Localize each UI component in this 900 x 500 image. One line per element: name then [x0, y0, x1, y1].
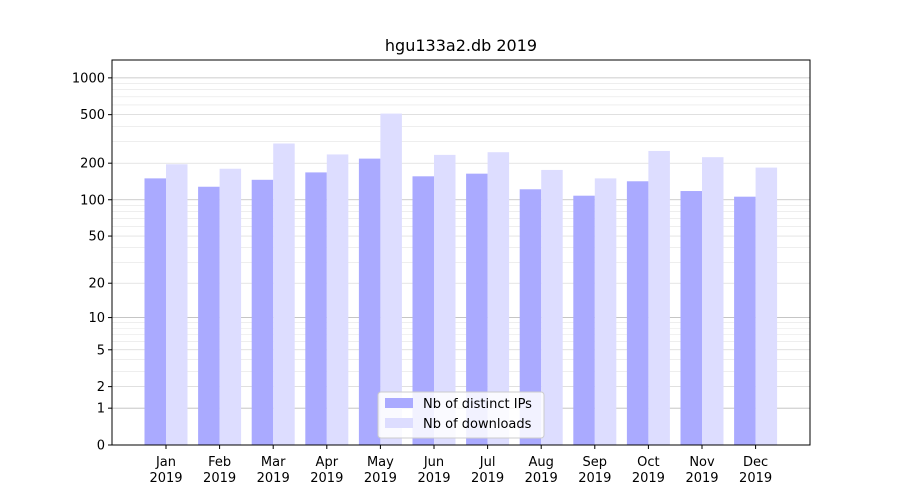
download-bar-feb [220, 169, 242, 445]
y-tick-label: 1 [97, 402, 105, 417]
x-tick-label-month: Aug [529, 455, 554, 470]
x-tick-label-month: Apr [316, 455, 339, 470]
x-tick-label-month: Mar [261, 455, 286, 470]
x-tick-label-year: 2019 [203, 471, 236, 486]
y-tick-label: 20 [88, 277, 105, 292]
y-tick-label: 100 [80, 193, 105, 208]
y-tick-label: 5 [97, 343, 105, 358]
x-tick-label-month: Feb [208, 455, 231, 470]
x-tick-label-year: 2019 [149, 471, 182, 486]
download-bar-sep [595, 178, 617, 445]
x-tick-label-month: Sep [583, 455, 608, 470]
x-tick-label-year: 2019 [739, 471, 772, 486]
y-tick-label: 200 [80, 157, 105, 172]
ip-bar-dec [734, 197, 756, 445]
x-tick-label-year: 2019 [310, 471, 343, 486]
legend-swatch [385, 398, 413, 408]
ip-bar-jan [145, 178, 167, 445]
x-tick-label-year: 2019 [471, 471, 504, 486]
x-tick-label-month: Jan [155, 455, 176, 470]
y-axis: 0 1 2 5 10 20 50 100 200 500 1000 [72, 71, 112, 453]
download-bar-nov [702, 157, 724, 445]
y-tick-label: 500 [80, 108, 105, 123]
y-tick-label: 2 [97, 380, 105, 395]
ip-bar-sep [573, 196, 595, 445]
ip-bar-apr [305, 172, 327, 445]
x-tick-label-year: 2019 [364, 471, 397, 486]
x-tick-label-month: Jun [423, 455, 444, 470]
x-tick-label-year: 2019 [632, 471, 665, 486]
legend-label: Nb of distinct IPs [423, 397, 532, 412]
x-tick-label-month: Nov [689, 455, 715, 470]
chart-title: hgu133a2.db 2019 [385, 36, 537, 55]
x-axis: Jan2019Feb2019Mar2019Apr2019May2019Jun20… [149, 445, 772, 486]
y-tick-label: 0 [97, 439, 105, 454]
legend: Nb of distinct IPs Nb of downloads [378, 392, 544, 438]
y-tick-label: 1000 [72, 71, 105, 86]
x-tick-label-month: Jul [479, 455, 496, 470]
download-bar-oct [648, 151, 670, 445]
legend-label: Nb of downloads [423, 417, 532, 432]
ip-bar-feb [198, 187, 220, 445]
ip-bar-nov [681, 191, 703, 445]
x-tick-label-month: May [367, 455, 394, 470]
x-tick-label-year: 2019 [417, 471, 450, 486]
x-tick-label-year: 2019 [578, 471, 611, 486]
download-bar-dec [756, 168, 778, 445]
ip-bar-mar [252, 180, 274, 445]
x-tick-label-year: 2019 [257, 471, 290, 486]
download-bar-mar [273, 144, 295, 445]
x-tick-label-year: 2019 [525, 471, 558, 486]
download-bar-apr [327, 154, 349, 445]
ip-bar-may [359, 159, 381, 445]
x-tick-label-month: Oct [637, 455, 659, 470]
ip-bar-oct [627, 181, 649, 445]
x-tick-label-year: 2019 [685, 471, 718, 486]
x-tick-label-month: Dec [743, 455, 768, 470]
y-tick-label: 50 [88, 230, 105, 245]
y-tick-label: 10 [88, 311, 105, 326]
legend-swatch [385, 418, 413, 428]
download-bar-jan [166, 164, 188, 445]
